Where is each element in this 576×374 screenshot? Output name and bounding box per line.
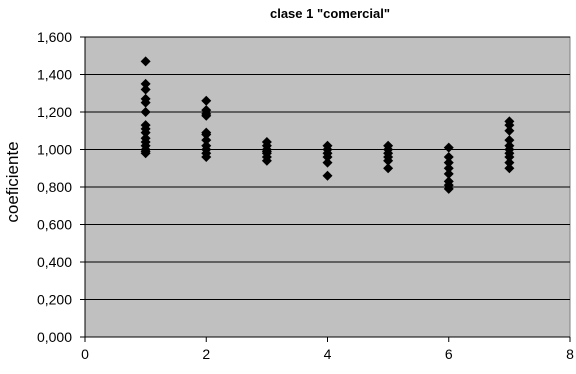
data-point (201, 95, 212, 106)
x-tick-label: 2 (202, 346, 210, 362)
data-point (140, 107, 151, 117)
chart-title: clase 1 "comercial" (269, 6, 390, 21)
data-point (261, 155, 272, 166)
data-point (322, 170, 333, 181)
y-tick-label: 1,400 (37, 67, 72, 83)
data-point (504, 135, 515, 146)
data-point (504, 163, 515, 174)
data-point (504, 120, 515, 131)
y-tick-label: 0,400 (37, 254, 72, 270)
x-tick-label: 0 (81, 346, 89, 362)
data-points (140, 56, 515, 194)
y-tick-label: 1,200 (37, 104, 72, 120)
data-point (443, 157, 454, 168)
x-tick-label: 4 (324, 346, 332, 362)
gridlines (85, 36, 570, 338)
data-point (504, 157, 515, 168)
x-tick-label: 6 (445, 346, 453, 362)
data-point (443, 168, 454, 179)
y-tick-label: 0,800 (37, 179, 72, 195)
y-tick-label: 1,600 (37, 29, 72, 45)
data-point (140, 148, 151, 159)
data-point (322, 157, 333, 168)
x-tick-label: 8 (566, 346, 574, 362)
data-point (201, 152, 212, 162)
data-point (140, 84, 151, 95)
data-point (140, 127, 151, 138)
x-tick-labels: 0 2 4 6 8 (81, 346, 574, 362)
y-tick-label: 1,000 (37, 142, 72, 158)
data-point (383, 155, 394, 166)
y-tick-label: 0,600 (37, 217, 72, 233)
data-point (443, 152, 454, 162)
data-point (140, 56, 151, 67)
data-point (383, 163, 394, 174)
data-point (504, 152, 515, 162)
data-point (201, 135, 212, 146)
data-point (201, 129, 212, 140)
data-point (504, 125, 515, 136)
y-tick-label: 0,000 (37, 329, 72, 345)
data-point (322, 152, 333, 162)
data-point (140, 97, 151, 108)
y-tick-labels: 0,000 0,200 0,400 0,600 0,800 1,000 1,200 1,400… (37, 29, 72, 345)
data-point (140, 78, 151, 89)
y-tick-label: 0,200 (37, 292, 72, 308)
data-point (443, 142, 454, 153)
data-point (201, 110, 212, 121)
data-point (443, 163, 454, 174)
axes (80, 36, 571, 342)
data-point (443, 183, 454, 194)
